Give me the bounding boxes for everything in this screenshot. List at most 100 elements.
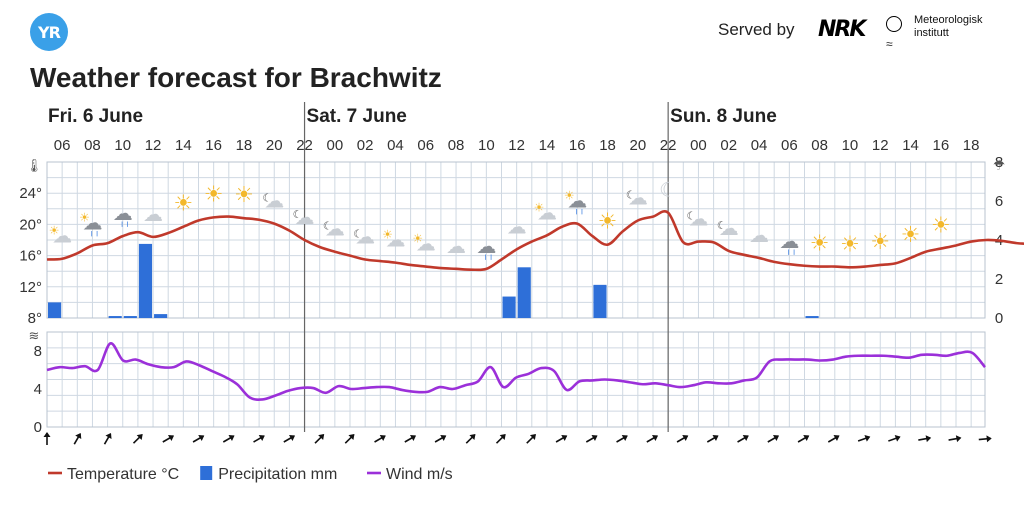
raindrops-icon: ╵╵ bbox=[483, 254, 494, 266]
day-label: Sun. 8 June bbox=[670, 106, 777, 127]
wind-arrow-head bbox=[591, 434, 598, 442]
page-title: Weather forecast for Brachwitz bbox=[30, 62, 442, 93]
day-label: Sat. 7 June bbox=[307, 106, 407, 127]
served-by-label: Served by bbox=[718, 20, 795, 39]
wind-arrow-head bbox=[228, 434, 235, 442]
temperature-tick-label: 24° bbox=[19, 185, 42, 202]
grid bbox=[46, 161, 986, 428]
fair-day-icon: ☀ bbox=[931, 214, 951, 239]
nrk-logo[interactable]: NRK bbox=[818, 17, 866, 42]
raindrops-icon: ╵╵ bbox=[574, 209, 585, 221]
precipitation-tick-label: 2 bbox=[995, 271, 1003, 288]
wind-arrow-icon bbox=[465, 434, 476, 444]
fair-day-icon: ☀ bbox=[901, 223, 921, 248]
moon-icon: ☾ bbox=[293, 208, 303, 221]
cloudy-icon: ☁ bbox=[446, 234, 466, 258]
fair-night-icon: ☁ bbox=[264, 189, 284, 213]
met-name-line2: institutt bbox=[914, 27, 949, 39]
wind-arrow-icon bbox=[253, 434, 265, 443]
wind-arrow-icon bbox=[797, 434, 810, 443]
moon-icon: ☾ bbox=[687, 210, 697, 223]
wind-arrow-head bbox=[712, 434, 719, 442]
hour-label: 12 bbox=[872, 137, 889, 154]
wind-arrow-icon bbox=[888, 435, 901, 442]
light-rain-showers-day-icon: ☁ bbox=[82, 210, 102, 234]
thermometer-icon: 🌡 bbox=[26, 158, 43, 173]
precipitation-bar bbox=[48, 302, 62, 318]
wind-arrow-head bbox=[803, 434, 810, 442]
hour-label: 08 bbox=[448, 137, 465, 154]
precipitation-bar bbox=[593, 284, 607, 318]
wind-arrow-head bbox=[561, 434, 568, 442]
wind-arrow-head bbox=[833, 434, 840, 442]
wind-arrow-icon bbox=[162, 434, 175, 443]
clear-sky-day-icon: ☀ bbox=[870, 230, 890, 255]
wind-arrow-head bbox=[925, 435, 932, 443]
hour-label: 00 bbox=[327, 137, 344, 154]
hour-label: 14 bbox=[902, 137, 919, 154]
hour-label: 10 bbox=[842, 137, 859, 154]
wind-arrow-icon bbox=[827, 434, 840, 443]
wind-arrow-icon bbox=[706, 434, 719, 443]
legend-label: Wind m/s bbox=[386, 466, 453, 483]
hour-label: 20 bbox=[266, 137, 283, 154]
day-label: Fri. 6 June bbox=[48, 106, 143, 127]
clear-sky-day-icon: ☀ bbox=[204, 182, 224, 207]
wind-arrow-icon bbox=[857, 435, 871, 442]
wind-arrow-head bbox=[682, 434, 689, 442]
hour-label: 16 bbox=[569, 137, 586, 154]
partly-cloudy-night-icon: ☁ bbox=[325, 217, 345, 241]
hour-label: 00 bbox=[690, 137, 707, 154]
wind-arrow-head bbox=[167, 434, 175, 442]
fair-day-icon: ☀ bbox=[840, 232, 860, 257]
sun-icon: ☀ bbox=[382, 228, 393, 242]
precipitation-tick-label: 0 bbox=[995, 310, 1003, 327]
wind-arrow-head bbox=[348, 434, 355, 441]
wind-arrow-icon bbox=[555, 434, 568, 443]
wind-arrow-icon bbox=[374, 434, 386, 443]
wind-arrow-head bbox=[469, 434, 476, 441]
hour-label: 02 bbox=[720, 137, 737, 154]
wind-arrow-icon bbox=[737, 434, 749, 443]
rain-icon: ☁ bbox=[113, 201, 133, 225]
wind-arrow-icon bbox=[103, 432, 112, 445]
legend-label: Precipitation mm bbox=[218, 466, 337, 483]
hour-label: 22 bbox=[660, 137, 677, 154]
sun-icon: ☀ bbox=[534, 200, 545, 214]
temperature-tick-label: 12° bbox=[19, 279, 42, 296]
wind-arrow-icon bbox=[43, 432, 51, 445]
wind-arrow-head bbox=[288, 434, 296, 442]
met-circle-icon bbox=[886, 16, 902, 32]
partly-cloudy-day-icon: ☁ bbox=[52, 224, 72, 248]
hour-label: 12 bbox=[508, 137, 525, 154]
raindrops-icon: ╵╵ bbox=[119, 221, 130, 233]
light-rain-icon: ☁ bbox=[779, 229, 799, 253]
precipitation-tick-label: 6 bbox=[995, 193, 1003, 210]
fair-day-icon: ☀ bbox=[810, 232, 830, 257]
moon-icon: ☾ bbox=[262, 192, 272, 205]
raindrops-icon: ╵╵ bbox=[786, 249, 797, 261]
wind-arrow-icon bbox=[222, 434, 235, 443]
wind-arrow-head bbox=[198, 434, 205, 442]
precipitation-bar bbox=[123, 316, 137, 318]
wind-arrow-head bbox=[772, 434, 780, 442]
precipitation-bar bbox=[517, 267, 531, 318]
wind-arrow-icon bbox=[616, 434, 628, 443]
yr-logo[interactable]: YR bbox=[30, 13, 68, 51]
moon-icon: ☾ bbox=[626, 189, 636, 202]
fair-day-icon: ☀ bbox=[598, 210, 618, 235]
met-institute-logo[interactable]: ≈ Meteorologisk institutt bbox=[886, 14, 982, 50]
raindrops-icon: ╵╵ bbox=[89, 230, 100, 242]
hour-label: 10 bbox=[114, 137, 131, 154]
precipitation-tick-label: 8 bbox=[995, 154, 1003, 171]
legend-label: Temperature °C bbox=[67, 466, 179, 483]
sun-icon: ☀ bbox=[49, 224, 60, 238]
wind-arrow-head bbox=[894, 435, 901, 442]
wind-arrow-head bbox=[621, 434, 628, 442]
hour-label: 06 bbox=[781, 137, 798, 154]
wind-arrow-head bbox=[529, 434, 536, 441]
cloudy-icon: ☁ bbox=[507, 214, 527, 238]
met-wave-icon: ≈ bbox=[886, 37, 893, 51]
temperature-tick-label: 16° bbox=[19, 248, 42, 265]
